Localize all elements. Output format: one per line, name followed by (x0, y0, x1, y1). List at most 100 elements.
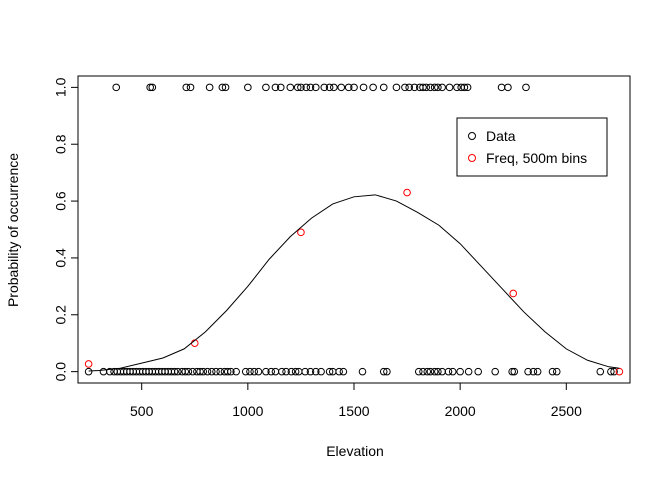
legend-label-freq: Freq, 500m bins (486, 150, 587, 166)
data-point (262, 367, 270, 376)
data-point (405, 83, 414, 92)
data-point (491, 367, 499, 376)
y-tick-label: 0.0 (53, 362, 69, 382)
data-point (182, 83, 191, 92)
x-axis: 500 1000 1500 2000 2500 (130, 382, 582, 419)
data-point (419, 83, 427, 92)
data-point (445, 83, 454, 92)
data-point (350, 83, 358, 92)
series-layer (84, 83, 624, 376)
data-point (244, 83, 252, 92)
data-point (607, 367, 615, 376)
data-point (529, 367, 538, 376)
freq-point (84, 360, 93, 368)
data-point (232, 367, 240, 376)
x-tick-label: 1000 (232, 403, 263, 419)
data-point (610, 367, 618, 376)
data-point (358, 367, 367, 376)
legend: Data Freq, 500m bins (456, 117, 608, 177)
data-point (430, 83, 439, 92)
data-point (410, 83, 419, 92)
data-point (463, 83, 472, 92)
data-point (241, 367, 250, 376)
data-point (339, 367, 348, 376)
x-tick-label: 500 (130, 403, 154, 419)
x-tick-label: 1500 (338, 403, 369, 419)
freq-point (509, 289, 518, 298)
data-point (311, 367, 320, 376)
data-point (301, 367, 309, 376)
x-tick-label: 2500 (551, 403, 582, 419)
data-point (524, 367, 532, 376)
data-point (552, 367, 561, 376)
y-tick-label: 0.8 (53, 134, 69, 154)
data-point (325, 367, 334, 376)
data-point (423, 367, 432, 376)
y-axis: 0.0 0.2 0.4 0.6 0.8 1.0 (53, 77, 79, 382)
data-point (460, 83, 469, 92)
x-tick-label: 2000 (445, 403, 476, 419)
data-point (504, 83, 512, 92)
data-point (246, 367, 254, 376)
data-point (335, 367, 343, 376)
data-point (148, 83, 157, 92)
data-point (434, 367, 442, 376)
data-point (344, 83, 353, 92)
data-point (359, 83, 368, 92)
data-point (271, 367, 280, 376)
data-point (448, 367, 457, 376)
data-point (453, 83, 461, 92)
data-point (184, 367, 193, 376)
data-point (146, 83, 154, 92)
data-point (291, 367, 300, 376)
data-point (223, 367, 232, 376)
data-point (369, 83, 377, 92)
data-point (306, 83, 315, 92)
data-point (444, 367, 453, 376)
data-point (267, 367, 276, 376)
data-point (430, 367, 439, 376)
data-point (474, 367, 483, 376)
data-point (203, 367, 212, 376)
data-point (302, 83, 311, 92)
data-point (383, 367, 391, 376)
y-tick-label: 1.0 (53, 77, 69, 97)
legend-label-data: Data (486, 128, 516, 144)
data-point (464, 367, 473, 376)
data-point (548, 367, 557, 376)
data-point (84, 367, 93, 376)
legend-marker-freq (468, 154, 476, 162)
legend-marker-data (468, 132, 476, 140)
data-point (508, 367, 516, 376)
data-point (414, 367, 423, 376)
y-tick-label: 0.4 (53, 248, 69, 268)
data-point (186, 83, 195, 92)
data-point (205, 83, 214, 92)
data-point (426, 83, 435, 92)
data-point (181, 367, 190, 376)
y-tick-label: 0.6 (53, 191, 69, 211)
data-point (379, 367, 388, 376)
data-point (426, 367, 435, 376)
data-point (221, 83, 230, 92)
data-point (250, 367, 259, 376)
data-point (254, 367, 263, 376)
freq-point (403, 188, 411, 197)
data-point (522, 83, 530, 92)
data-point (497, 83, 506, 92)
data-point (330, 83, 338, 92)
data-point (325, 83, 334, 92)
data-point (170, 367, 179, 376)
y-axis-title: Probability of occurrence (5, 153, 21, 307)
data-point (207, 367, 216, 376)
data-point (434, 83, 442, 92)
data-point (422, 83, 430, 92)
data-point (379, 83, 388, 92)
data-point (287, 367, 296, 376)
data-point (262, 83, 270, 92)
data-point (438, 367, 446, 376)
data-point (216, 367, 225, 376)
x-axis-title: Elevation (326, 443, 384, 459)
